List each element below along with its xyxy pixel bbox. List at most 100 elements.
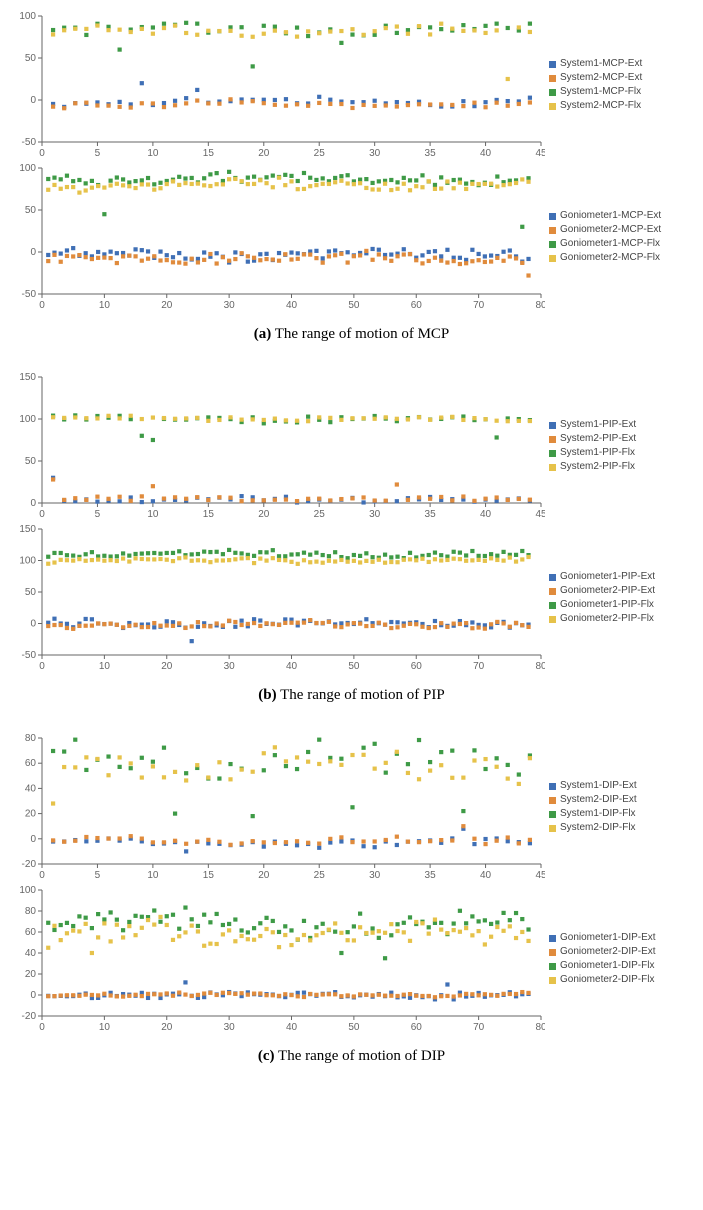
scatter-chart: 051015202530354045-20020406080 — [10, 732, 545, 882]
legend-swatch — [549, 574, 556, 581]
svg-text:30: 30 — [369, 509, 381, 520]
chart-wrap: 051015202530354045-50050100 — [10, 10, 545, 160]
svg-text:-20: -20 — [22, 859, 37, 870]
legend-item: System2-PIP-Ext — [549, 432, 636, 446]
legend-label: Goniometer2-DIP-Flx — [560, 973, 654, 987]
svg-text:80: 80 — [535, 661, 545, 672]
svg-text:40: 40 — [286, 300, 298, 311]
legend-swatch — [549, 103, 556, 110]
svg-text:60: 60 — [411, 1022, 423, 1033]
legend-swatch — [549, 963, 556, 970]
svg-text:20: 20 — [25, 809, 37, 820]
legend-label: System2-DIP-Ext — [560, 793, 637, 807]
svg-text:25: 25 — [314, 870, 326, 881]
svg-text:30: 30 — [369, 870, 381, 881]
legend-label: System2-DIP-Flx — [560, 821, 636, 835]
legend-label: System2-PIP-Ext — [560, 432, 636, 446]
legend-swatch — [549, 797, 556, 804]
legend-item: Goniometer1-DIP-Ext — [549, 931, 656, 945]
svg-text:150: 150 — [19, 524, 36, 535]
legend-item: System1-MCP-Ext — [549, 57, 642, 71]
legend-swatch — [549, 213, 556, 220]
chart-row: 051015202530354045-50050100System1-MCP-E… — [10, 10, 693, 160]
legend-item: System2-PIP-Flx — [549, 460, 636, 474]
svg-text:25: 25 — [314, 148, 326, 159]
svg-text:0: 0 — [30, 247, 36, 258]
legend-swatch — [549, 255, 556, 262]
svg-text:35: 35 — [425, 148, 437, 159]
svg-text:80: 80 — [535, 1022, 545, 1033]
svg-text:50: 50 — [25, 456, 37, 467]
chart-legend: Goniometer1-PIP-ExtGoniometer2-PIP-ExtGo… — [549, 570, 655, 626]
legend-label: System1-MCP-Flx — [560, 85, 641, 99]
svg-text:-50: -50 — [22, 289, 37, 300]
legend-label: Goniometer2-MCP-Flx — [560, 251, 660, 265]
legend-swatch — [549, 616, 556, 623]
caption-text: The range of motion of MCP — [275, 326, 450, 342]
svg-text:70: 70 — [473, 300, 485, 311]
panel-c: 051015202530354045-20020406080System1-DI… — [10, 732, 693, 1065]
legend-label: Goniometer1-MCP-Flx — [560, 237, 660, 251]
legend-swatch — [549, 61, 556, 68]
svg-text:35: 35 — [425, 509, 437, 520]
legend-label: Goniometer1-MCP-Ext — [560, 209, 661, 223]
chart-wrap: 01020304050607080-50050100 — [10, 162, 545, 312]
svg-text:40: 40 — [480, 148, 492, 159]
legend-label: Goniometer1-PIP-Ext — [560, 570, 655, 584]
legend-item: Goniometer1-DIP-Flx — [549, 959, 656, 973]
svg-text:80: 80 — [25, 733, 37, 744]
svg-text:45: 45 — [535, 509, 545, 520]
legend-swatch — [549, 602, 556, 609]
legend-label: Goniometer2-PIP-Ext — [560, 584, 655, 598]
caption-label: (a) — [254, 326, 272, 342]
legend-item: System1-PIP-Ext — [549, 418, 636, 432]
legend-swatch — [549, 935, 556, 942]
svg-text:5: 5 — [95, 509, 101, 520]
svg-text:50: 50 — [348, 1022, 360, 1033]
caption-text: The range of motion of DIP — [278, 1048, 445, 1064]
svg-text:80: 80 — [25, 906, 37, 917]
legend-label: System1-MCP-Ext — [560, 57, 642, 71]
legend-item: System2-MCP-Ext — [549, 71, 642, 85]
svg-text:40: 40 — [25, 948, 37, 959]
legend-item: Goniometer1-MCP-Flx — [549, 237, 661, 251]
legend-swatch — [549, 464, 556, 471]
svg-text:0: 0 — [39, 148, 45, 159]
legend-swatch — [549, 811, 556, 818]
legend-item: System1-MCP-Flx — [549, 85, 642, 99]
chart-legend: Goniometer1-DIP-ExtGoniometer2-DIP-ExtGo… — [549, 931, 656, 987]
legend-label: Goniometer1-DIP-Ext — [560, 931, 656, 945]
chart-wrap: 051015202530354045-20020406080 — [10, 732, 545, 882]
legend-swatch — [549, 588, 556, 595]
legend-item: Goniometer2-DIP-Ext — [549, 945, 656, 959]
chart-legend: System1-MCP-ExtSystem2-MCP-ExtSystem1-MC… — [549, 57, 642, 113]
legend-label: System1-DIP-Flx — [560, 807, 636, 821]
legend-label: Goniometer2-DIP-Ext — [560, 945, 656, 959]
scatter-chart: 01020304050607080-50050100 — [10, 162, 545, 312]
legend-label: Goniometer2-MCP-Ext — [560, 223, 661, 237]
legend-item: System2-DIP-Ext — [549, 793, 637, 807]
svg-text:30: 30 — [224, 300, 236, 311]
svg-text:0: 0 — [30, 95, 36, 106]
svg-text:30: 30 — [224, 1022, 236, 1033]
legend-label: System1-PIP-Flx — [560, 446, 635, 460]
svg-text:-50: -50 — [22, 137, 37, 148]
svg-text:50: 50 — [25, 53, 37, 64]
panel-caption: (a) The range of motion of MCP — [10, 326, 693, 343]
svg-text:70: 70 — [473, 1022, 485, 1033]
chart-legend: Goniometer1-MCP-ExtGoniometer2-MCP-ExtGo… — [549, 209, 661, 265]
legend-swatch — [549, 825, 556, 832]
svg-text:20: 20 — [258, 870, 270, 881]
svg-text:45: 45 — [535, 870, 545, 881]
legend-swatch — [549, 977, 556, 984]
panel-b: 051015202530354045050100150System1-PIP-E… — [10, 371, 693, 704]
svg-text:10: 10 — [99, 1022, 111, 1033]
svg-text:100: 100 — [19, 11, 36, 22]
svg-text:25: 25 — [314, 509, 326, 520]
legend-item: Goniometer1-MCP-Ext — [549, 209, 661, 223]
svg-text:10: 10 — [99, 661, 111, 672]
svg-text:10: 10 — [147, 870, 159, 881]
svg-text:80: 80 — [535, 300, 545, 311]
legend-swatch — [549, 949, 556, 956]
svg-text:0: 0 — [30, 619, 36, 630]
